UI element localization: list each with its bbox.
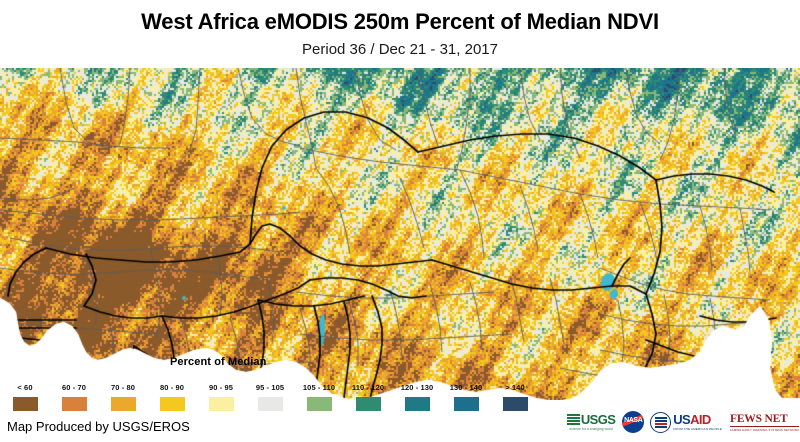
legend-entry[interactable]: 130 - 140 [442,383,490,411]
nasa-wordmark: NASA [624,417,643,424]
usaid-word-aid: AID [690,412,711,427]
legend-swatch [355,397,381,411]
legend-swatch [208,397,234,411]
legend-label: 80 - 90 [159,383,185,392]
legend-label: 110 - 120 [351,383,385,392]
logo-bar: USGS science for a changing world NASA U… [566,408,800,436]
page-title: West Africa eMODIS 250m Percent of Media… [141,9,659,34]
legend-label: 120 - 130 [400,383,434,392]
legend-swatch [453,397,479,411]
legend-swatch [61,397,87,411]
nasa-meatball-icon: NASA [622,411,645,433]
page-subtitle: Period 36 / Dec 21 - 31, 2017 [302,41,498,58]
legend-entry[interactable]: 90 - 95 [197,383,245,411]
legend-entry[interactable]: < 60 [1,383,49,411]
legend-label: 95 - 105 [255,383,285,392]
legend-entry[interactable]: 60 - 70 [50,383,98,411]
usaid-logo: USAID FROM THE AMERICAN PEOPLE [650,410,722,434]
legend-label: < 60 [17,383,33,392]
usgs-logo: USGS science for a changing world [566,410,616,434]
fewsnet-logo: FEWS NET FAMINE EARLY WARNING SYSTEMS NE… [728,410,800,434]
legend-scale: < 60 60 - 70 70 - 80 80 - 90 90 - 95 95 - 105… [0,383,528,413]
fewsnet-divider [730,425,800,427]
fewsnet-wordmark: FEWS NET [730,412,788,425]
legend-entry[interactable]: 95 - 105 [246,383,294,411]
legend-entry[interactable]: 120 - 130 [393,383,441,411]
map-canvas-container[interactable] [0,68,800,400]
legend-swatch [306,397,332,411]
map-credit: Map Produced by USGS/EROS [7,419,190,434]
usaid-wordmark: USAID [673,413,722,426]
legend-swatch [257,397,283,411]
legend-label: > 140 [505,383,525,392]
legend-swatch [404,397,430,411]
legend-entry[interactable]: 110 - 120 [344,383,392,411]
legend-swatch [159,397,185,411]
usaid-word-us: US [673,412,691,427]
usaid-shield-icon [654,416,667,428]
legend-title: Percent of Median [170,356,267,368]
ndvi-choropleth-map[interactable] [0,68,800,400]
usaid-tagline: FROM THE AMERICAN PEOPLE [673,427,722,431]
legend-label: 130 - 140 [449,383,483,392]
legend-label: 60 - 70 [61,383,87,392]
legend-swatch [502,397,528,411]
legend-entry[interactable]: 70 - 80 [99,383,147,411]
usaid-seal-icon [650,411,672,433]
legend-entry[interactable]: 105 - 110 [295,383,343,411]
fewsnet-tagline: FAMINE EARLY WARNING SYSTEMS NETWORK [730,427,800,432]
legend-label: 70 - 80 [110,383,136,392]
legend-entry[interactable]: > 140 [491,383,539,411]
usgs-wave-icon [566,414,580,425]
nasa-logo: NASA [622,410,645,434]
usgs-wordmark: USGS [580,412,616,427]
legend-swatch [12,397,38,411]
legend-label: 105 - 110 [302,383,336,392]
title-block: West Africa eMODIS 250m Percent of Media… [0,0,800,59]
legend-label: 90 - 95 [208,383,234,392]
legend-entry[interactable]: 80 - 90 [148,383,196,411]
legend-swatch [110,397,136,411]
usgs-tagline: science for a changing world [569,427,613,431]
